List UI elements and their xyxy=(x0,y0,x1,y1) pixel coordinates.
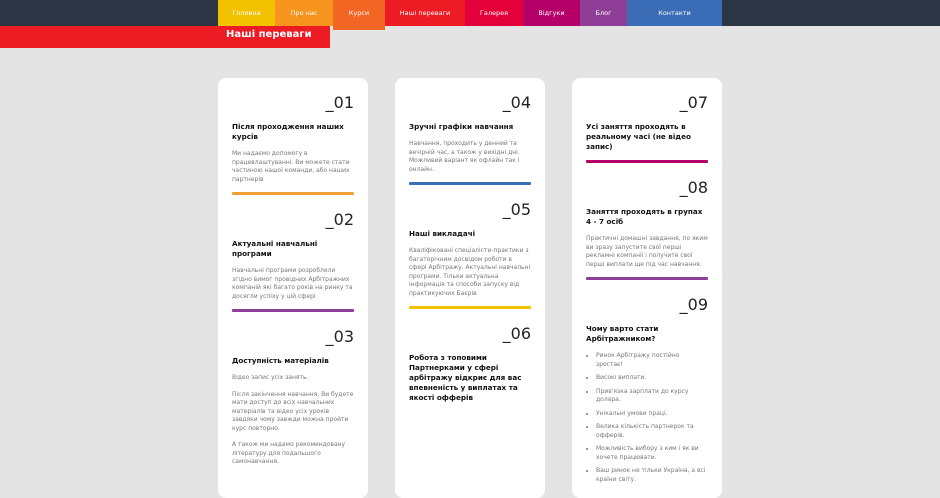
item-number: _04 xyxy=(502,93,531,112)
item-text: Практичні домашні завдання, по яким ви з… xyxy=(586,235,708,268)
item-number: _06 xyxy=(502,324,531,343)
nav-item[interactable]: Наші переваги xyxy=(385,0,465,26)
item-title: Після проходження наших курсів xyxy=(232,122,344,141)
item-title: Зручні графіки навчання xyxy=(409,122,514,131)
divider xyxy=(232,309,354,312)
advantages-card: _04 Зручні графіки навчання Навчання, про… xyxy=(395,78,545,498)
nav-item[interactable]: Про нас xyxy=(275,0,333,26)
divider xyxy=(232,192,354,195)
item-number: _02 xyxy=(325,210,354,229)
list-item: Ваш ринок не тільки Україна, а всі країн… xyxy=(596,467,708,484)
item-number: _03 xyxy=(325,327,354,346)
item-title: Наші викладачі xyxy=(409,229,476,238)
item-text: Відео запис усіх занять. xyxy=(232,374,309,381)
item-number: _09 xyxy=(679,295,708,314)
advantages-card: _07 Усі заняття проходять в реальному ча… xyxy=(572,78,722,498)
item-text: Кваліфіковані спеціалісти-практики з баг… xyxy=(409,247,531,297)
list-item: Унікальні умови праці. xyxy=(596,410,708,419)
section-banner: Наші переваги xyxy=(0,26,330,48)
item-number: _08 xyxy=(679,178,708,197)
divider xyxy=(586,277,708,280)
item-title: Усі заняття проходять в реальному часі (… xyxy=(586,122,691,151)
list-item: Прив'язка зарплати до курсу долара. xyxy=(596,388,708,405)
list-item: Високі виплати. xyxy=(596,374,708,383)
item-text: Ми надаємо допомогу в працевлаштуванні. … xyxy=(232,150,350,183)
item-title: Доступність матеріалів xyxy=(232,356,329,365)
item-title: Робота з топовими Партнерками у сфері ар… xyxy=(409,353,522,402)
list-item: Можливість вибору з ким і як ви хочете п… xyxy=(596,445,708,462)
item-number: _05 xyxy=(502,200,531,219)
item-text: Навчання, проходить у денний та вечірній… xyxy=(409,140,520,173)
nav-item[interactable]: Головна xyxy=(218,0,275,26)
item-number: _07 xyxy=(679,93,708,112)
reasons-list: Ринок Арбітражу постійно зростає! Високі … xyxy=(586,352,708,484)
nav-item[interactable]: Курси xyxy=(333,0,385,30)
main-nav: Головна Про нас Курси Наші переваги Галерея В… xyxy=(218,0,722,30)
nav-item[interactable]: Відгуки xyxy=(523,0,580,26)
item-title: Заняття проходять в групах 4 - 7 осіб xyxy=(586,207,703,226)
item-number: _01 xyxy=(325,93,354,112)
item-title: Чому варто стати Арбітражником? xyxy=(586,324,659,343)
list-item: Ринок Арбітражу постійно зростає! xyxy=(596,352,708,369)
item-text: А також ми надамо рекомендовану літерату… xyxy=(232,441,346,465)
divider xyxy=(409,306,531,309)
divider xyxy=(409,182,531,185)
nav-item[interactable]: Контакти xyxy=(627,0,722,26)
divider xyxy=(586,160,708,163)
item-text: Навчальні програми розроблели згідно вим… xyxy=(232,267,353,300)
nav-item[interactable]: Галерея xyxy=(465,0,523,26)
list-item: Велика кількість партнерок та офферів. xyxy=(596,423,708,440)
nav-item[interactable]: Блог xyxy=(580,0,627,26)
page-title: Наші переваги xyxy=(226,29,312,40)
item-text: Після закінчення навчання, Ви будете мат… xyxy=(232,390,354,432)
advantages-card: _01 Після проходження наших курсів Ми над… xyxy=(218,78,368,498)
item-title: Актуальні навчальні програми xyxy=(232,239,318,258)
